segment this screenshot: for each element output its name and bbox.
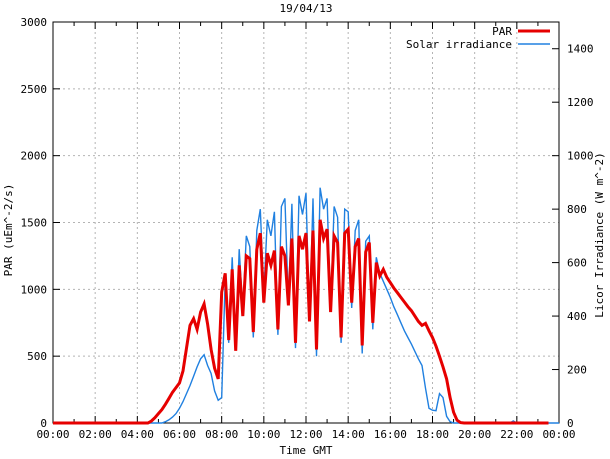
x-tick-label: 16:00 [374, 428, 407, 441]
x-tick-label: 04:00 [121, 428, 154, 441]
y-left-tick-label: 0 [40, 417, 47, 430]
y-right-axis-label: Licor Irradiance (W m^-2) [593, 152, 606, 318]
x-tick-label: 00:00 [36, 428, 69, 441]
grid-layer [53, 22, 559, 423]
y-right-tick-label: 800 [567, 203, 587, 216]
y-right-tick-label: 200 [567, 364, 587, 377]
y-left-tick-label: 2500 [21, 83, 48, 96]
y-left-tick-label: 500 [27, 350, 47, 363]
tick-labels-layer: 00:00 02:00 04:00 06:00 08:00 10:00 12:00 14:00… [21, 16, 594, 441]
x-tick-label: 22:00 [500, 428, 533, 441]
par-line [53, 219, 549, 425]
x-tick-label: 12:00 [289, 428, 322, 441]
y-right-tick-label: 600 [567, 257, 587, 270]
y-left-tick-label: 1000 [21, 283, 48, 296]
y-left-tick-label: 1500 [21, 217, 48, 230]
y-left-tick-label: 3000 [21, 16, 48, 29]
x-tick-label: 08:00 [205, 428, 238, 441]
y-right-tick-label: 400 [567, 310, 587, 323]
x-tick-label: 06:00 [163, 428, 196, 441]
y-right-tick-label: 0 [567, 417, 574, 430]
y-right-tick-label: 1200 [567, 96, 594, 109]
legend-label-solar: Solar irradiance [406, 38, 512, 51]
x-tick-label: 18:00 [416, 428, 449, 441]
x-tick-label: 20:00 [458, 428, 491, 441]
x-axis-label: Time GMT [280, 444, 333, 457]
x-tick-label: 02:00 [79, 428, 112, 441]
chart-title: 19/04/13 [280, 2, 333, 15]
y-left-axis-label: PAR (uEm^-2/s) [2, 184, 15, 277]
x-tick-label: 00:00 [542, 428, 575, 441]
x-tick-label: 14:00 [332, 428, 365, 441]
y-left-tick-label: 2000 [21, 150, 48, 163]
legend-label-par: PAR [492, 25, 512, 38]
series-layer [53, 187, 559, 425]
y-right-tick-label: 1400 [567, 43, 594, 56]
x-tick-label: 10:00 [247, 428, 280, 441]
y-right-tick-label: 1000 [567, 150, 594, 163]
